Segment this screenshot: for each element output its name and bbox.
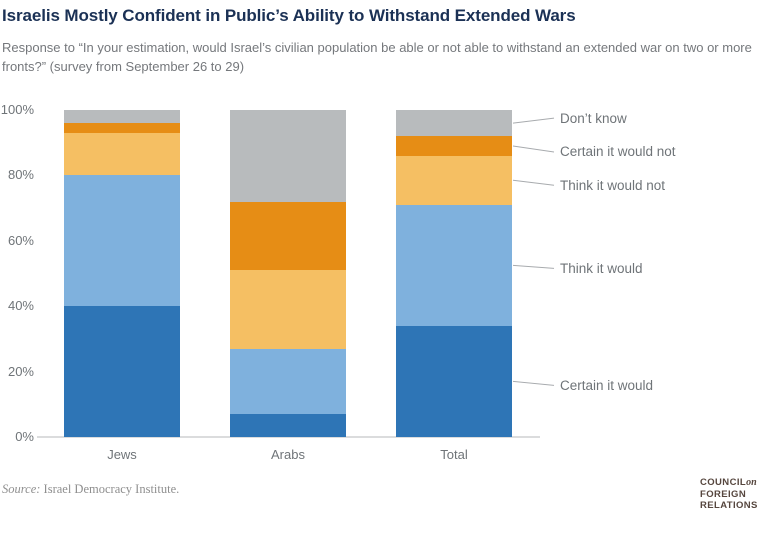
bar-total-segment-think-it-would	[396, 204, 512, 326]
bar-total-segment-certain-it-would	[396, 325, 512, 437]
source-prefix: Source:	[2, 482, 41, 496]
bar-jews-segment-certain-it-would-not	[64, 123, 180, 133]
bar-arabs-segment-certain-it-would	[230, 414, 346, 437]
legend-label-certain-it-would-not: Certain it would not	[560, 144, 676, 160]
cfr-logo-on: on	[746, 477, 757, 488]
chart-subtitle: Response to “In your estimation, would I…	[2, 40, 752, 74]
legend-leader-line-certain-it-would-not	[512, 145, 555, 153]
legend-label-don-t-know: Don’t know	[560, 110, 627, 126]
legend-label-think-it-would: Think it would	[560, 260, 643, 276]
bar-jews-segment-certain-it-would	[64, 306, 180, 437]
legend-leader-line-think-it-would-not	[512, 179, 555, 186]
y-axis-tick-20: 20%	[7, 363, 34, 379]
y-axis-tick-100: 100%	[0, 102, 34, 117]
x-axis-label-jews: Jews	[107, 447, 137, 462]
cfr-logo: COUNCILon FOREIGN RELATIONS	[700, 477, 758, 512]
bar-total-segment-think-it-would-not	[396, 155, 512, 205]
cfr-logo-line2: FOREIGN	[700, 488, 747, 500]
bar-total-segment-certain-it-would-not	[396, 136, 512, 156]
legend-label-certain-it-would: Certain it would	[560, 377, 654, 393]
source-label: Source: Israel Democracy Institute.	[2, 482, 179, 497]
cfr-logo-line1: COUNCILon	[700, 477, 757, 488]
y-axis-tick-40: 40%	[7, 298, 34, 314]
y-axis-tick-60: 60%	[7, 232, 34, 248]
source-text: Israel Democracy Institute.	[43, 482, 180, 496]
legend-leader-line-certain-it-would	[512, 380, 555, 386]
legend-label-think-it-would-not: Think it would not	[560, 177, 666, 193]
legend-leader-line-think-it-would	[512, 264, 555, 269]
x-axis-label-arabs: Arabs	[271, 447, 305, 462]
y-axis-tick-0: 0%	[15, 429, 34, 444]
cfr-logo-line3: RELATIONS	[700, 500, 758, 511]
bar-jews-segment-think-it-would-not	[64, 132, 180, 176]
y-axis-tick-80: 80%	[7, 167, 34, 183]
bar-jews-segment-think-it-would	[64, 175, 180, 307]
bar-arabs-segment-certain-it-would-not	[230, 201, 346, 271]
x-axis-label-total: Total	[440, 447, 468, 462]
legend-leader-line-don-t-know	[512, 117, 555, 124]
bar-jews-segment-don-t-know	[64, 110, 180, 124]
bar-arabs-segment-don-t-know	[230, 110, 346, 202]
bar-total-segment-don-t-know	[396, 110, 512, 137]
bar-arabs-segment-think-it-would	[230, 348, 346, 415]
bar-arabs-segment-think-it-would-not	[230, 270, 346, 349]
chart-title: Israelis Mostly Confident in Public’s Ab…	[2, 6, 576, 25]
